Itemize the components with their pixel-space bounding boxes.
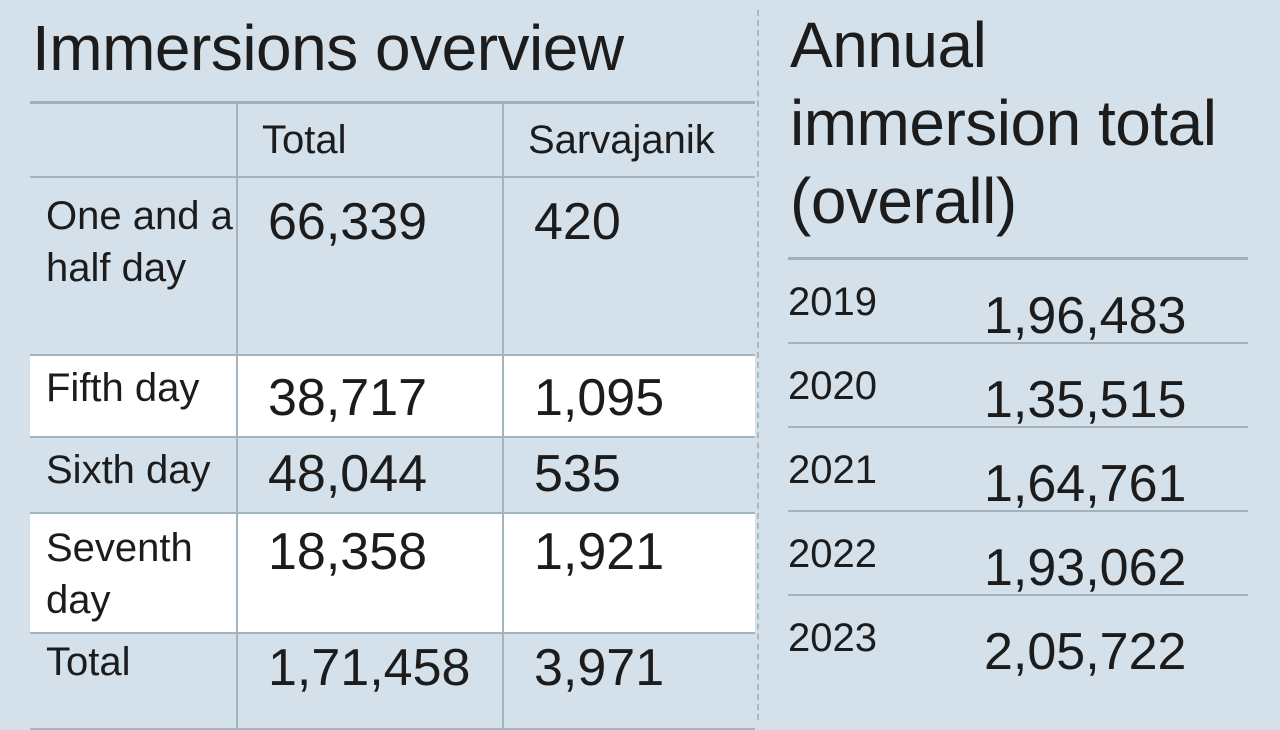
annual-value: 1,64,761 bbox=[984, 455, 1187, 513]
annual-year: 2020 bbox=[788, 364, 877, 408]
annual-year: 2023 bbox=[788, 616, 877, 660]
annual-title: Annual immersion total (overall) bbox=[790, 9, 1217, 237]
overview-header-row: Total Sarvajanik bbox=[30, 104, 755, 178]
annual-title-rule bbox=[788, 257, 1248, 260]
row-total: 48,044 bbox=[237, 437, 504, 514]
overview-title-rule bbox=[30, 101, 755, 104]
row-total: 18,358 bbox=[237, 513, 504, 634]
header-total: Total bbox=[237, 104, 504, 178]
row-total: 38,717 bbox=[237, 355, 504, 438]
annual-value: 1,96,483 bbox=[984, 287, 1187, 345]
annual-year: 2022 bbox=[788, 532, 877, 576]
header-sarvajanik: Sarvajanik bbox=[503, 104, 755, 178]
annual-row: 2022 1,93,062 bbox=[788, 512, 1248, 597]
table-row: Seventh day 18,358 1,921 bbox=[30, 513, 755, 634]
annual-value: 1,35,515 bbox=[984, 371, 1187, 429]
table-row: One and a half day 66,339 420 bbox=[30, 177, 755, 356]
overview-table: Total Sarvajanik One and a half day 66,3… bbox=[30, 104, 755, 730]
table-row: Fifth day 38,717 1,095 bbox=[30, 355, 755, 438]
table-row-total: Total 1,71,458 3,971 bbox=[30, 633, 755, 730]
annual-list: 2019 1,96,483 2020 1,35,515 2021 1,64,76… bbox=[788, 260, 1248, 681]
immersions-overview-panel: Immersions overview Total Sarvajanik One… bbox=[30, 12, 755, 730]
row-sarvajanik: 1,095 bbox=[503, 355, 755, 438]
row-label: Fifth day bbox=[30, 355, 238, 438]
row-sarvajanik: 420 bbox=[503, 177, 755, 356]
annual-row: 2023 2,05,722 bbox=[788, 596, 1248, 681]
annual-year: 2019 bbox=[788, 280, 877, 324]
table-row: Sixth day 48,044 535 bbox=[30, 437, 755, 514]
row-label: Sixth day bbox=[30, 437, 238, 514]
row-total: 1,71,458 bbox=[237, 633, 504, 730]
annual-year: 2021 bbox=[788, 448, 877, 492]
header-label-cell bbox=[30, 104, 238, 178]
row-sarvajanik: 535 bbox=[503, 437, 755, 514]
row-label: One and a half day bbox=[30, 177, 238, 356]
annual-row: 2020 1,35,515 bbox=[788, 344, 1248, 429]
annual-row: 2021 1,64,761 bbox=[788, 428, 1248, 513]
annual-value: 1,93,062 bbox=[984, 539, 1187, 597]
overview-title: Immersions overview bbox=[32, 12, 624, 84]
row-label: Total bbox=[30, 633, 238, 730]
row-total: 66,339 bbox=[237, 177, 504, 356]
annual-total-panel: Annual immersion total (overall) 2019 1,… bbox=[770, 0, 1270, 720]
row-sarvajanik: 3,971 bbox=[503, 633, 755, 730]
annual-value: 2,05,722 bbox=[984, 623, 1187, 681]
row-sarvajanik: 1,921 bbox=[503, 513, 755, 634]
annual-row: 2019 1,96,483 bbox=[788, 260, 1248, 345]
row-label: Seventh day bbox=[30, 513, 238, 634]
panel-divider bbox=[757, 10, 759, 720]
